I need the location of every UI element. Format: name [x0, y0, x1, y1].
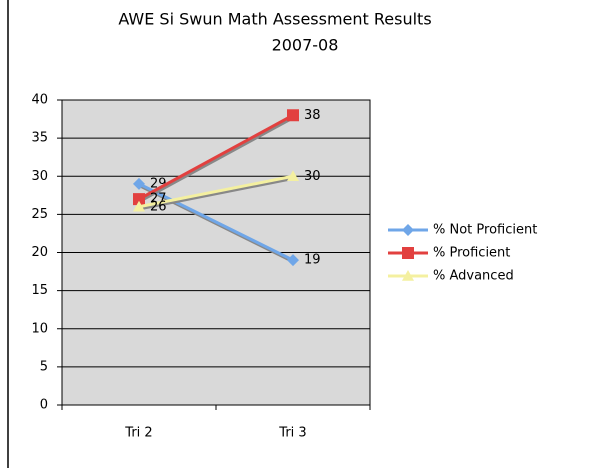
chart-subtitle: 2007-08 — [272, 36, 339, 55]
y-tick-label: 20 — [31, 245, 48, 260]
series-line — [138, 174, 294, 209]
y-tick-label: 25 — [31, 207, 48, 222]
data-label: 19 — [304, 253, 321, 268]
x-tick-label: Tri 3 — [278, 426, 306, 441]
y-tick-label: 30 — [31, 169, 48, 184]
y-tick-label: 35 — [31, 131, 48, 146]
marker — [133, 193, 145, 206]
line-shadow — [139, 115, 295, 203]
chart-title: AWE Si Swun Math Assessment Results — [118, 10, 431, 29]
series-line — [138, 182, 294, 262]
marker — [287, 170, 299, 182]
legend-label: % Advanced — [433, 269, 514, 284]
y-tick-label: 10 — [31, 321, 48, 336]
marker — [402, 270, 414, 281]
data-label: 26 — [150, 199, 167, 214]
legend-label: % Not Proficient — [433, 223, 537, 238]
marker — [133, 200, 145, 212]
marker — [133, 177, 145, 190]
marker — [287, 254, 299, 267]
data-label: 38 — [304, 108, 321, 123]
y-tick-label: 15 — [31, 283, 48, 298]
line-shadow — [139, 176, 295, 211]
y-tick-label: 5 — [40, 359, 48, 374]
series-line — [138, 113, 294, 201]
y-tick-label: 0 — [40, 398, 48, 413]
marker — [287, 109, 299, 122]
y-tick-label: 40 — [31, 93, 48, 108]
data-label: 30 — [304, 169, 321, 184]
legend-label: % Proficient — [433, 246, 510, 261]
marker — [402, 224, 414, 236]
marker — [402, 247, 414, 259]
x-tick-label: Tri 2 — [124, 426, 152, 441]
